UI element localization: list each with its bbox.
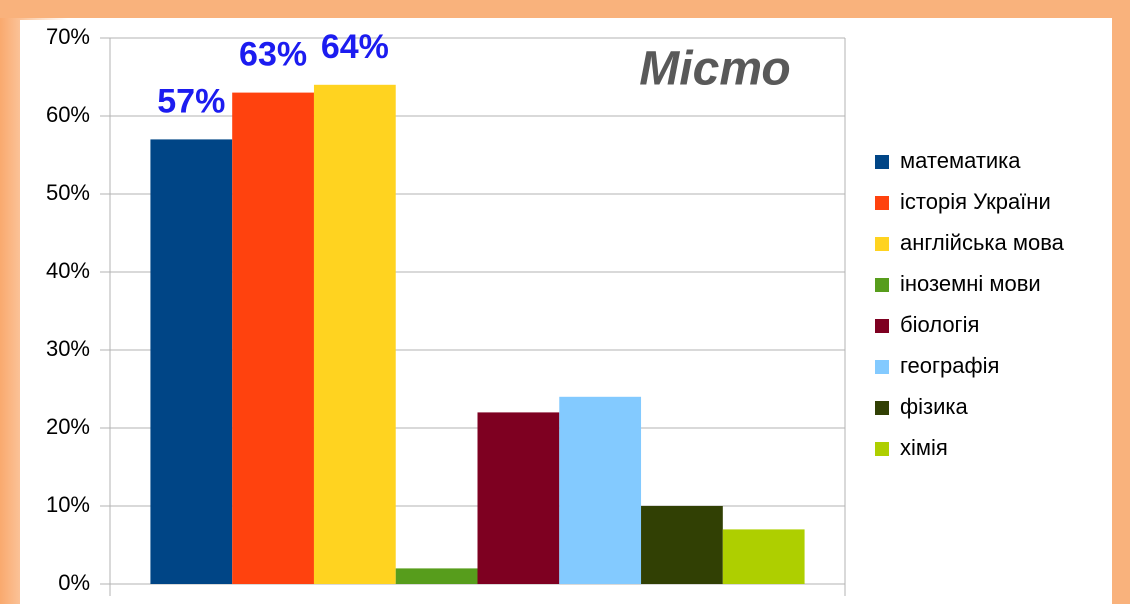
legend-swatch (875, 319, 889, 333)
legend-label: фізика (900, 394, 968, 419)
y-tick-label: 30% (46, 336, 90, 361)
y-tick-label: 0% (58, 570, 90, 595)
bar (722, 529, 805, 584)
bar (313, 84, 396, 585)
legend-label: математика (900, 148, 1021, 173)
legend-swatch (875, 278, 889, 292)
legend-swatch (875, 401, 889, 415)
y-tick-label: 50% (46, 180, 90, 205)
legend-swatch (875, 196, 889, 210)
legend-label: іноземні мови (900, 271, 1041, 296)
y-tick-label: 60% (46, 102, 90, 127)
y-tick-label: 20% (46, 414, 90, 439)
data-label: 57% (157, 82, 225, 120)
legend-label: біологія (900, 312, 979, 337)
legend-swatch (875, 237, 889, 251)
legend-swatch (875, 155, 889, 169)
data-label: 64% (321, 28, 389, 66)
legend-label: історія України (900, 189, 1051, 214)
legend-swatch (875, 442, 889, 456)
right-band (1112, 0, 1130, 604)
top-band (0, 0, 1130, 18)
bar (150, 139, 233, 584)
bar (477, 412, 560, 584)
bar (232, 92, 314, 584)
y-tick-label: 40% (46, 258, 90, 283)
chart-title: Місто (639, 43, 790, 96)
bar (641, 506, 723, 584)
y-tick-label: 70% (46, 24, 90, 49)
data-label: 63% (239, 36, 307, 74)
legend-swatch (875, 360, 889, 374)
legend-label: англійська мова (900, 230, 1065, 255)
legend-label: хімія (900, 435, 948, 460)
y-tick-label: 10% (46, 492, 90, 517)
bar (559, 396, 642, 584)
legend-label: географія (900, 353, 999, 378)
bar (395, 568, 478, 584)
